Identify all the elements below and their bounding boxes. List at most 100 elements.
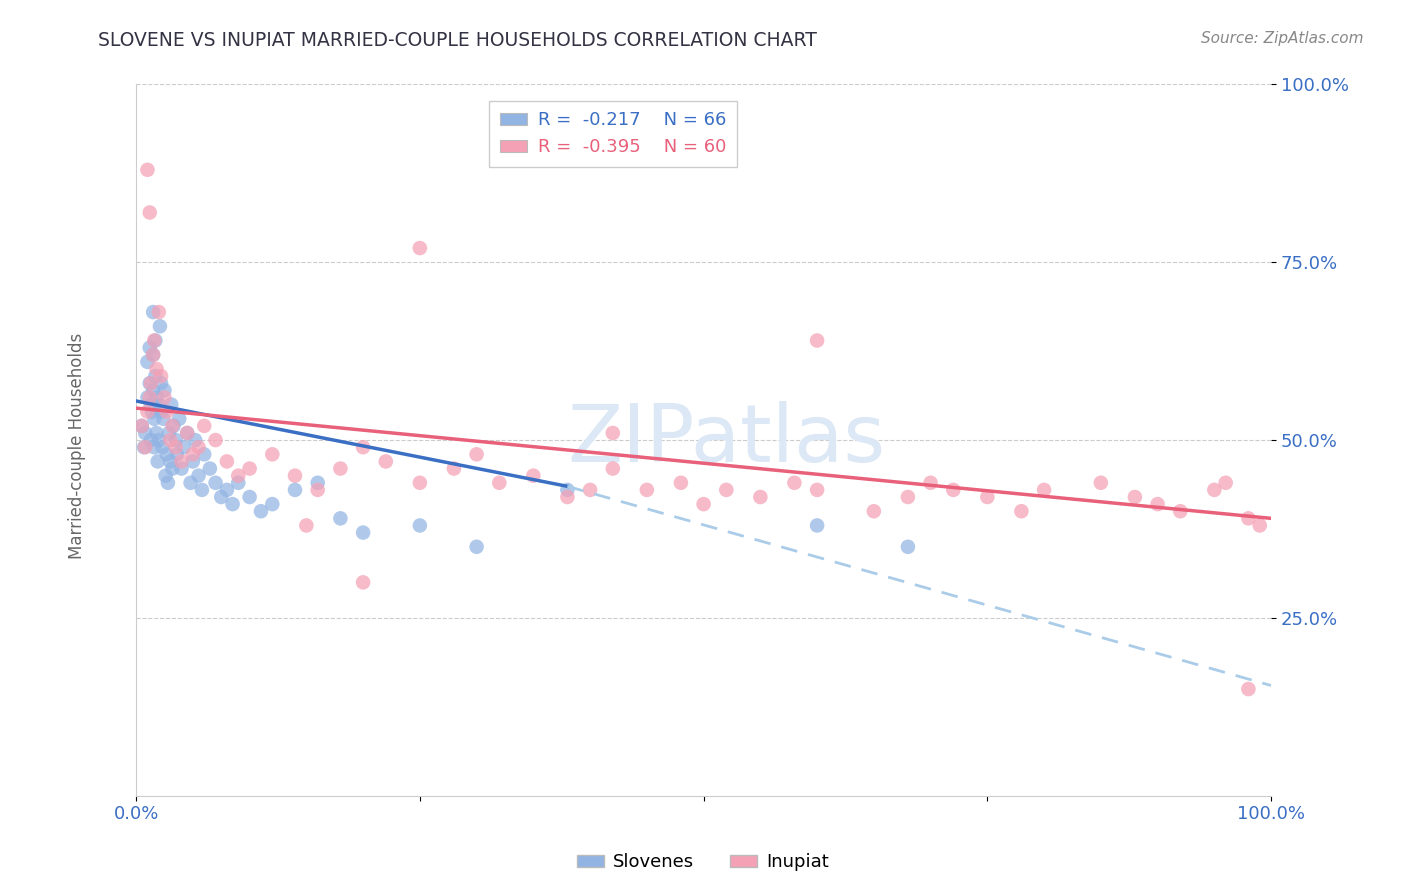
Point xyxy=(150,440,173,454)
Point xyxy=(307,475,329,490)
Point xyxy=(134,440,156,454)
Legend: R =  -0.217    N = 66, R =  -0.395    N = 60: R = -0.217 N = 66, R = -0.395 N = 60 xyxy=(489,101,737,168)
Point xyxy=(522,468,544,483)
Point xyxy=(181,454,204,468)
Point xyxy=(692,497,714,511)
Point xyxy=(176,425,198,440)
Point xyxy=(191,483,214,497)
Point xyxy=(134,425,156,440)
Point xyxy=(636,483,658,497)
Point xyxy=(176,425,198,440)
Point xyxy=(307,483,329,497)
Point xyxy=(148,305,170,319)
Point xyxy=(443,461,465,475)
Point xyxy=(806,334,828,348)
Point xyxy=(976,490,998,504)
Point xyxy=(920,475,942,490)
Point xyxy=(170,454,193,468)
Point xyxy=(136,355,159,369)
Legend: Slovenes, Inupiat: Slovenes, Inupiat xyxy=(569,847,837,879)
Point xyxy=(148,398,170,412)
Point xyxy=(897,540,920,554)
Point xyxy=(159,454,181,468)
Point xyxy=(488,475,510,490)
Point xyxy=(198,461,221,475)
Point xyxy=(160,398,183,412)
Point xyxy=(150,376,173,391)
Point xyxy=(295,518,318,533)
Point xyxy=(783,475,806,490)
Point xyxy=(156,475,179,490)
Point xyxy=(173,440,195,454)
Point xyxy=(716,483,738,497)
Point xyxy=(148,433,170,447)
Point xyxy=(602,461,624,475)
Point xyxy=(1204,483,1226,497)
Point xyxy=(1237,511,1260,525)
Point xyxy=(749,490,772,504)
Point xyxy=(1033,483,1056,497)
Point xyxy=(329,461,352,475)
Point xyxy=(226,468,249,483)
Point xyxy=(1010,504,1032,518)
Point xyxy=(1090,475,1112,490)
Point xyxy=(145,391,167,405)
Point xyxy=(221,497,243,511)
Point xyxy=(1249,518,1271,533)
Point xyxy=(409,518,432,533)
Point xyxy=(162,418,184,433)
Point xyxy=(165,440,187,454)
Point xyxy=(465,540,488,554)
Point xyxy=(156,404,179,418)
Point xyxy=(352,525,374,540)
Point xyxy=(204,475,226,490)
Point xyxy=(142,384,165,398)
Point xyxy=(143,334,166,348)
Point xyxy=(1215,475,1237,490)
Point xyxy=(138,205,160,219)
Point xyxy=(142,348,165,362)
Point xyxy=(139,433,162,447)
Point xyxy=(166,447,188,461)
Point xyxy=(1237,681,1260,696)
Point xyxy=(284,468,307,483)
Point xyxy=(226,475,249,490)
Point xyxy=(284,483,307,497)
Point xyxy=(465,447,488,461)
Point xyxy=(131,418,153,433)
Point xyxy=(352,575,374,590)
Point xyxy=(165,433,187,447)
Point xyxy=(863,504,886,518)
Text: Married-couple Households: Married-couple Households xyxy=(69,333,86,559)
Point xyxy=(209,490,232,504)
Point xyxy=(146,454,169,468)
Point xyxy=(352,440,374,454)
Point xyxy=(149,319,172,334)
Point xyxy=(329,511,352,525)
Point xyxy=(162,418,184,433)
Point xyxy=(806,483,828,497)
Point xyxy=(138,376,160,391)
Point xyxy=(557,490,579,504)
Point xyxy=(374,454,396,468)
Point xyxy=(157,425,180,440)
Point xyxy=(409,241,432,255)
Point xyxy=(136,391,159,405)
Point xyxy=(262,497,284,511)
Point xyxy=(579,483,602,497)
Point xyxy=(142,348,165,362)
Point xyxy=(145,425,167,440)
Point xyxy=(557,483,579,497)
Point xyxy=(167,411,190,425)
Point xyxy=(155,468,177,483)
Point xyxy=(153,384,176,398)
Point xyxy=(138,391,160,405)
Point xyxy=(669,475,692,490)
Point xyxy=(204,433,226,447)
Point xyxy=(409,475,432,490)
Point xyxy=(139,398,162,412)
Point xyxy=(239,461,262,475)
Point xyxy=(1146,497,1168,511)
Point xyxy=(181,447,204,461)
Point xyxy=(184,433,207,447)
